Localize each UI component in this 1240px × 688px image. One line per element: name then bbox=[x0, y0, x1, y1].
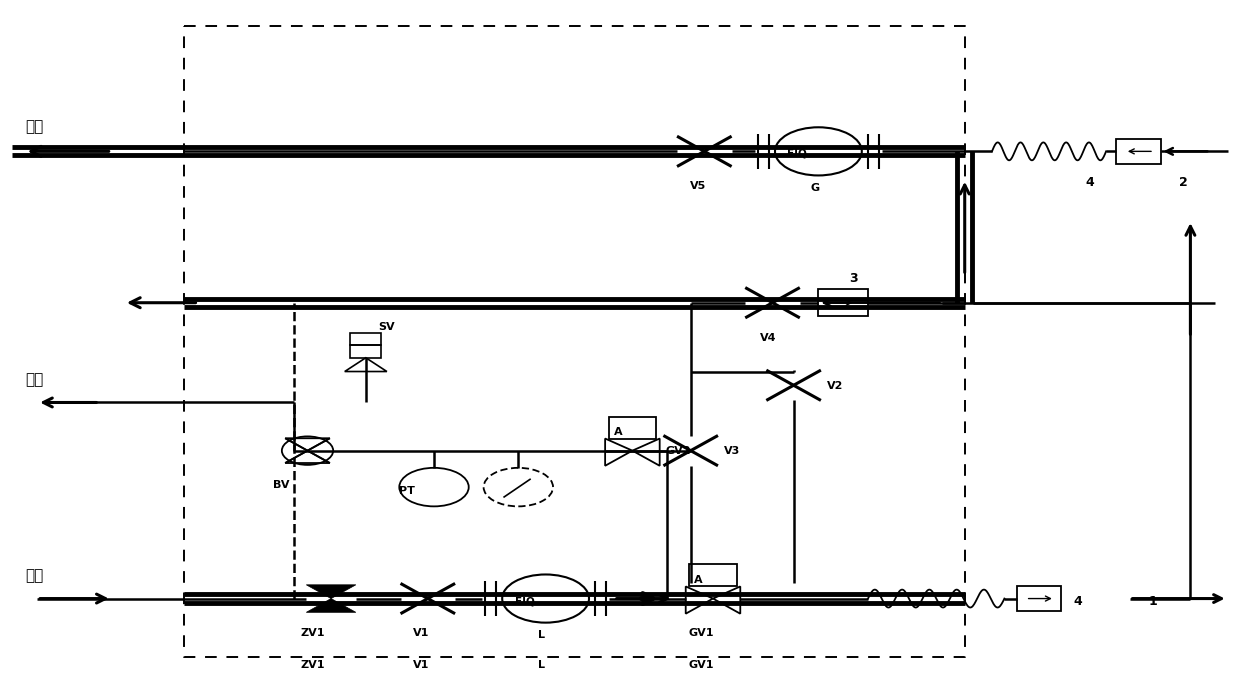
Text: V3: V3 bbox=[724, 446, 740, 456]
Text: GV1: GV1 bbox=[688, 660, 714, 671]
Bar bbox=[350, 333, 381, 345]
Text: FIQ: FIQ bbox=[515, 596, 534, 606]
Text: SV: SV bbox=[378, 322, 394, 332]
Text: 1: 1 bbox=[1148, 595, 1157, 608]
Text: FIQ: FIQ bbox=[787, 149, 807, 159]
Text: L: L bbox=[538, 660, 546, 671]
Polygon shape bbox=[306, 599, 356, 612]
Bar bbox=[689, 564, 737, 586]
Text: ZV1: ZV1 bbox=[300, 660, 325, 671]
Text: L: L bbox=[538, 630, 546, 641]
Text: V1: V1 bbox=[413, 660, 429, 671]
Polygon shape bbox=[306, 585, 356, 599]
Text: 排空: 排空 bbox=[25, 372, 43, 387]
Text: GV2: GV2 bbox=[666, 446, 692, 456]
Text: 4: 4 bbox=[1074, 595, 1083, 608]
Bar bbox=[1017, 586, 1061, 611]
Text: GV1: GV1 bbox=[688, 628, 714, 638]
Bar bbox=[818, 289, 868, 316]
Text: ZV1: ZV1 bbox=[300, 628, 325, 638]
Text: BV: BV bbox=[273, 480, 289, 491]
Text: V4: V4 bbox=[760, 332, 776, 343]
Text: 3: 3 bbox=[849, 272, 858, 285]
Bar bbox=[1116, 139, 1161, 164]
Text: 4: 4 bbox=[1085, 175, 1094, 189]
Text: V2: V2 bbox=[827, 380, 843, 391]
Bar bbox=[609, 416, 656, 438]
Text: 回气: 回气 bbox=[25, 119, 43, 134]
Bar bbox=[350, 345, 381, 358]
Text: G: G bbox=[811, 183, 820, 193]
Text: A: A bbox=[614, 427, 622, 437]
Text: 2: 2 bbox=[1179, 175, 1188, 189]
Text: 进液: 进液 bbox=[25, 568, 43, 583]
Text: A: A bbox=[694, 575, 703, 585]
Text: V1: V1 bbox=[413, 628, 429, 638]
Text: V5: V5 bbox=[689, 181, 706, 191]
Text: PT: PT bbox=[399, 486, 414, 495]
